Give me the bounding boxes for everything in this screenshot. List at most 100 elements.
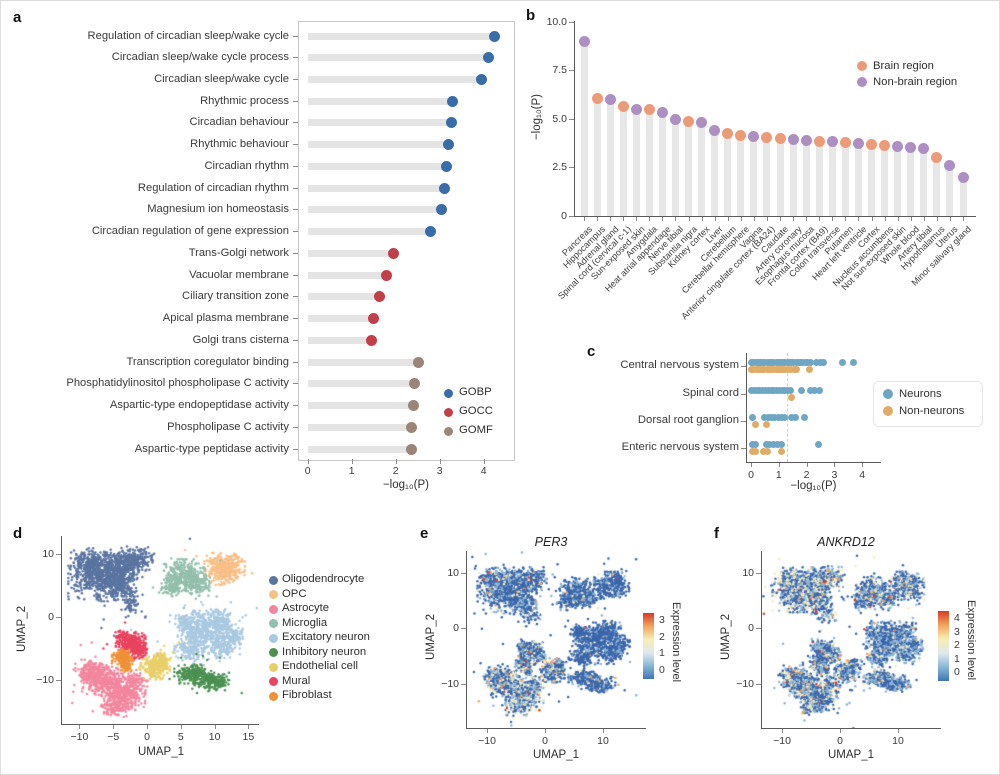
x-tick-label: 3: [436, 465, 443, 477]
c-neuron-dot: [800, 413, 808, 421]
y-tick: [293, 78, 298, 80]
umap-x-tick: [545, 729, 546, 733]
b-lollipop-bar: [933, 157, 941, 216]
umap-y-tick: [461, 572, 466, 574]
b-legend-swatch: [857, 61, 867, 71]
b-lollipop-bar: [841, 142, 849, 216]
b-lollipop-dot: [709, 124, 721, 136]
c-non-neuron-dot: [786, 366, 794, 373]
b-lollipop-bar: [789, 139, 797, 216]
x-tick: [351, 459, 353, 464]
colorbar-axis-label: Expression level: [965, 600, 977, 681]
umap-x-tick: [79, 725, 81, 729]
y-tick: [293, 339, 298, 341]
go-term-label: Circadian sleep/wake cycle process: [111, 51, 289, 64]
y-tick: [293, 187, 298, 189]
b-lollipop-dot: [944, 159, 956, 171]
d-legend-label: Oligodendrocyte: [282, 573, 365, 585]
b-lollipop-dot: [578, 35, 590, 47]
b-lollipop-dot: [905, 142, 917, 154]
b-lollipop-bar: [776, 138, 784, 216]
d-legend-label: Fibroblast: [282, 689, 332, 702]
go-term-label: Circadian rhythm: [204, 159, 289, 172]
lollipop-bar: [307, 402, 414, 410]
umap-x-axis: [61, 724, 259, 725]
panel-b-tissue-enrichment: b −log₁₀(P) 10.0 7.5 5.0 2.5 0 Pancreas Hippoc…: [521, 1, 999, 331]
c-legend-label: Neurons: [899, 388, 942, 400]
c-non-neuron-dot: [787, 393, 795, 401]
b-lollipop-bar: [580, 41, 588, 216]
b-x-tick: [832, 217, 834, 221]
lollipop-dot: [425, 226, 437, 238]
b-x-tick: [806, 217, 808, 221]
c-neuron-dot: [815, 386, 823, 394]
d-legend-swatch: [269, 677, 278, 687]
panel-b-letter: b: [526, 7, 536, 24]
lollipop-dot: [374, 291, 386, 303]
b-x-tick: [623, 217, 625, 221]
b-y-tick-label: 7.5: [552, 64, 567, 77]
umap-x-tick-label: 5: [177, 731, 184, 743]
b-lollipop-dot: [879, 140, 891, 152]
lollipop-bar: [307, 358, 419, 366]
lollipop-bar: [307, 293, 380, 301]
b-lollipop-bar: [606, 99, 614, 216]
b-lollipop-bar: [619, 106, 627, 216]
lollipop-bar: [307, 97, 453, 105]
panel-c-legend-box: [873, 381, 983, 427]
lollipop-bar: [307, 336, 372, 344]
go-term-label: Regulation of circadian sleep/wake cycle: [87, 29, 289, 42]
c-x-tick-label: 4: [859, 469, 866, 481]
panel-e-umap-per3: e PER3 −10 0 10 10 0 −10 UMAP_2 UMAP_1 3 2 1 0 Ex…: [401, 511, 701, 774]
c-neuron-dot: [812, 359, 820, 366]
b-x-tick: [714, 217, 716, 221]
c-x-tick-label: 1: [775, 469, 782, 481]
c-non-neuron-dot: [762, 420, 770, 428]
colorbar-tick-label: 0: [954, 666, 960, 678]
b-lollipop-dot: [643, 104, 655, 116]
c-neuron-dot: [811, 386, 819, 394]
b-lollipop-dot: [813, 135, 825, 147]
b-y-tick-label: 2.5: [552, 161, 567, 174]
d-legend-swatch: [269, 648, 278, 658]
d-legend-swatch: [269, 575, 278, 585]
c-neuron-dot: [791, 413, 799, 421]
go-term-label: Circadian behaviour: [189, 116, 289, 129]
b-x-tick: [845, 217, 847, 221]
c-neuron-dot: [814, 441, 822, 448]
b-x-tick: [584, 217, 585, 221]
y-tick: [293, 144, 298, 146]
c-x-axis: [746, 462, 881, 463]
lollipop-dot: [405, 443, 417, 455]
y-tick: [293, 252, 298, 254]
lollipop-dot: [408, 378, 420, 390]
go-term-label: Transcription coregulator binding: [126, 355, 289, 368]
umap-y-tick: [56, 617, 61, 618]
umap-x-tick-label: 10: [208, 731, 221, 743]
panel-a-rows: Regulation of circadian sleep/wake cycle…: [1, 1, 521, 511]
umap-x-tick: [487, 729, 488, 733]
x-tick-label: 2: [392, 465, 399, 477]
lollipop-bar: [307, 315, 374, 323]
b-x-axis: [574, 216, 976, 217]
go-term-label: Vacuolar membrane: [189, 268, 289, 281]
umap-x-tick-label: −10: [70, 731, 89, 743]
umap-x-tick-label: 10: [892, 735, 904, 747]
d-legend-label: Mural: [282, 674, 311, 687]
legend-swatch-gobp: [444, 388, 453, 398]
colorbar-tick-label: 3: [659, 614, 665, 626]
c-x-tick-label: 3: [831, 469, 838, 481]
panel-e-y-axis-label: UMAP_2: [425, 613, 437, 661]
c-legend-swatch: [883, 406, 893, 416]
b-x-tick: [936, 217, 938, 221]
c-category-label: Dorsal root ganglion: [637, 413, 739, 426]
go-term-label: Aspartic-type endopeptidase activity: [109, 399, 289, 412]
panel-f-letter: f: [714, 525, 719, 542]
b-legend-label: Brain region: [873, 60, 934, 72]
lollipop-dot: [476, 73, 487, 85]
b-lollipop-bar: [907, 147, 915, 216]
b-lollipop-dot: [957, 172, 969, 184]
x-tick: [439, 459, 441, 464]
lollipop-dot: [445, 117, 457, 129]
